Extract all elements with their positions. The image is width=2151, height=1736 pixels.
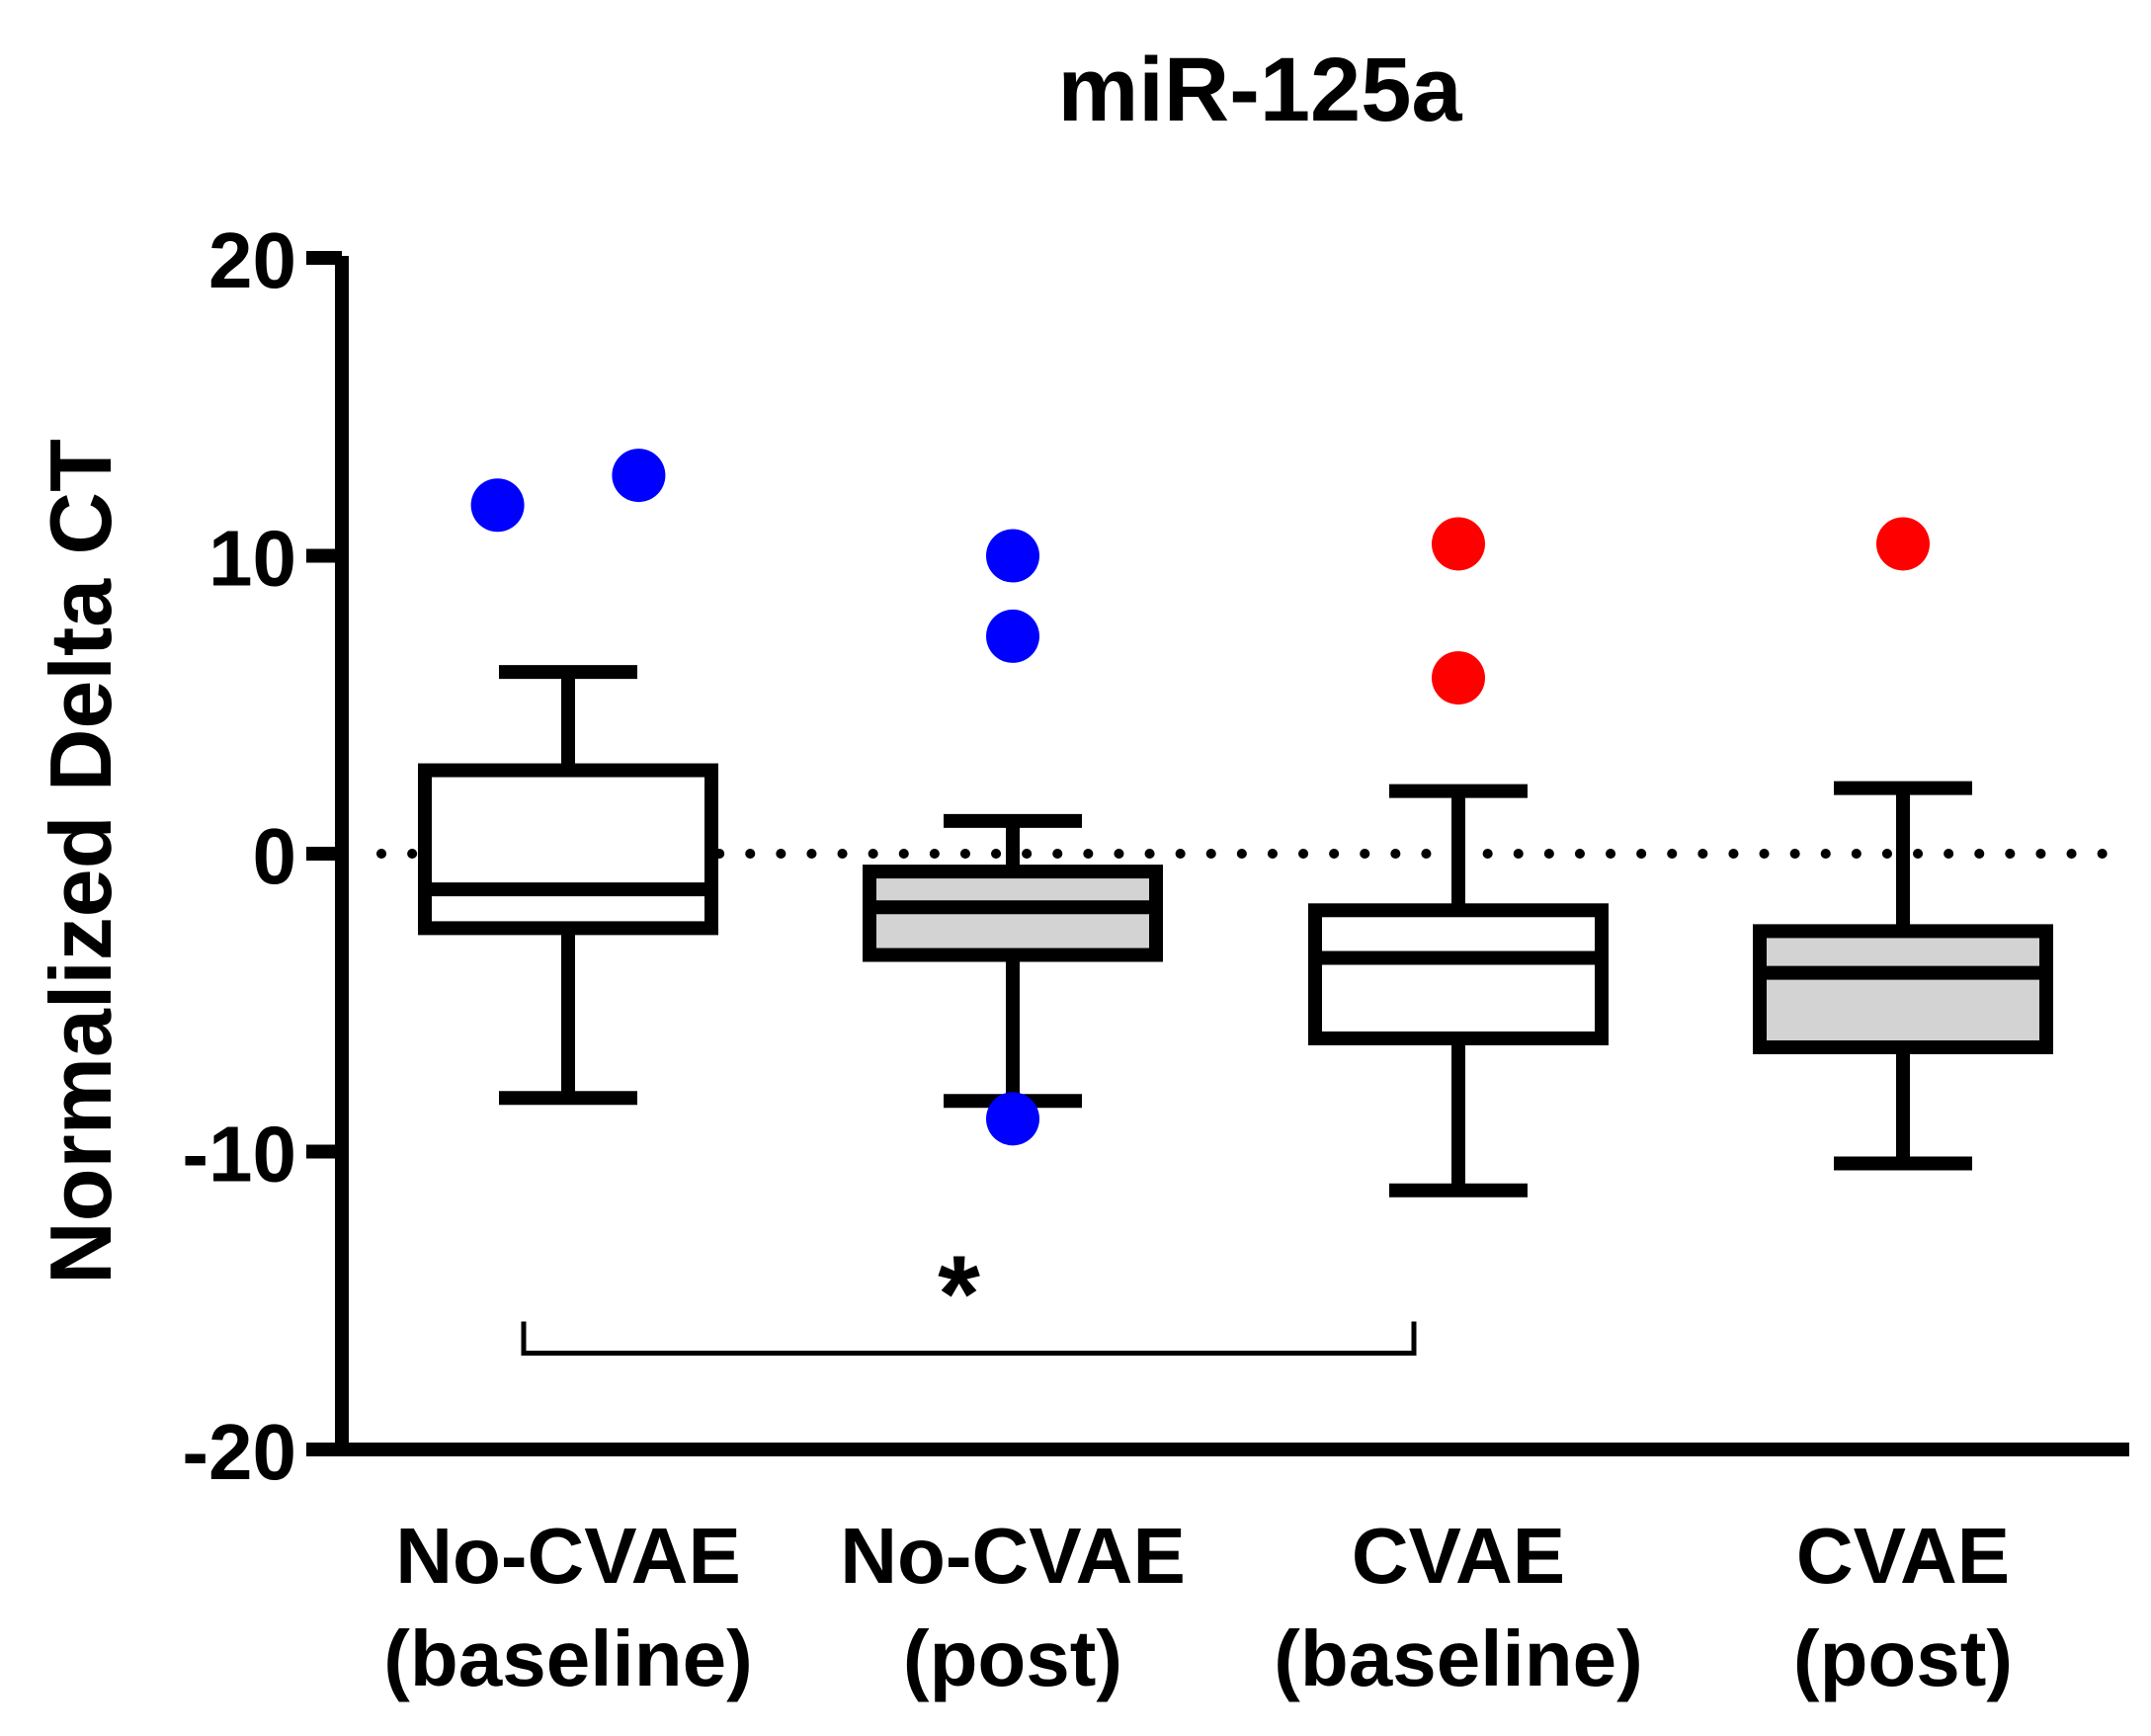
x-tick-label-line1: No-CVAE <box>395 1512 741 1600</box>
outlier-point <box>1432 651 1485 705</box>
x-tick-label-line2: (post) <box>903 1614 1122 1702</box>
chart-title: miR-125a <box>1057 40 1462 140</box>
outlier-point <box>986 1092 1039 1146</box>
significance-marker: * <box>938 1234 980 1356</box>
x-tick-label-line2: (post) <box>1793 1614 2013 1702</box>
y-tick-label: -20 <box>182 1408 296 1496</box>
significance-bracket <box>521 1321 1417 1357</box>
y-tick-label: 10 <box>208 515 296 603</box>
x-tick-label-line2: (baseline) <box>1274 1614 1642 1702</box>
outlier-point <box>986 529 1039 583</box>
outlier-point <box>986 609 1039 663</box>
y-tick-label: -10 <box>182 1111 296 1199</box>
y-tick-label: 20 <box>208 216 296 304</box>
outlier-point <box>1432 517 1485 571</box>
y-tick-label: 0 <box>253 812 297 900</box>
box-iqr <box>1753 924 2053 1054</box>
box-iqr <box>418 763 718 936</box>
x-tick-label-line2: (baseline) <box>383 1614 752 1702</box>
outlier-point <box>612 449 666 503</box>
x-tick-label-line1: CVAE <box>1352 1512 1565 1600</box>
y-axis-label: Normalized Delta CT <box>32 439 129 1284</box>
x-tick-label-line1: No-CVAE <box>840 1512 1186 1600</box>
box-iqr <box>1308 903 1609 1045</box>
outlier-point <box>1876 517 1930 571</box>
x-tick-label-line1: CVAE <box>1796 1512 2010 1600</box>
outlier-point <box>470 478 525 533</box>
